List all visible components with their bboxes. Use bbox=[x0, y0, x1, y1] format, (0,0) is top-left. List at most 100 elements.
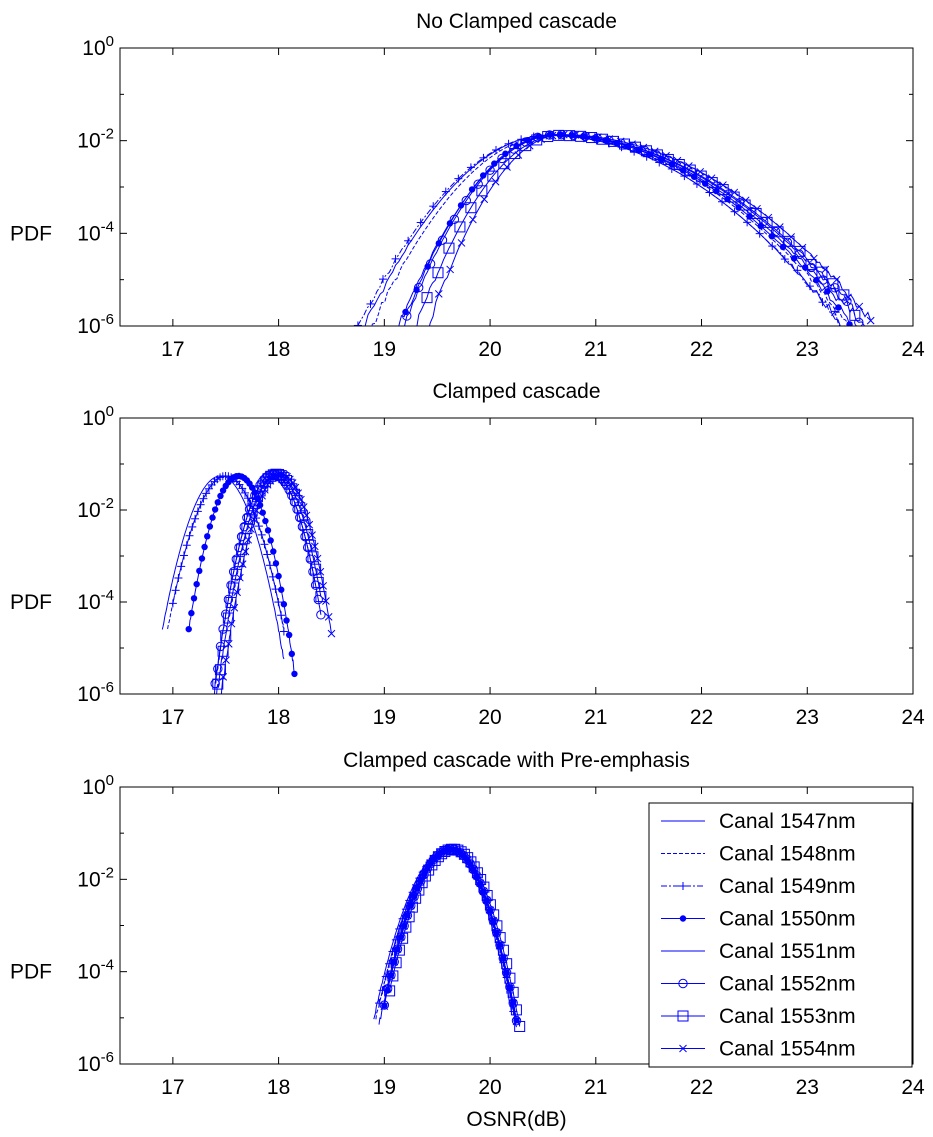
data-point bbox=[498, 158, 510, 170]
x-tick-label: 18 bbox=[267, 1076, 290, 1099]
data-point bbox=[494, 932, 506, 944]
data-point bbox=[223, 594, 234, 605]
data-point bbox=[316, 567, 325, 576]
data-point bbox=[489, 917, 498, 925]
x-tick-label: 20 bbox=[478, 1076, 501, 1099]
data-point bbox=[832, 275, 841, 284]
data-point bbox=[699, 174, 709, 184]
y-tick-label: 10-6 bbox=[77, 1049, 114, 1076]
data-point bbox=[185, 625, 192, 633]
data-point bbox=[383, 984, 392, 993]
data-point bbox=[846, 321, 853, 326]
data-point bbox=[190, 595, 198, 602]
data-point bbox=[761, 216, 773, 228]
data-point bbox=[272, 560, 280, 567]
subplot-title: Clamped cascade bbox=[432, 380, 600, 403]
legend-entry: Canal 1549nm bbox=[661, 875, 856, 898]
data-point bbox=[390, 957, 402, 969]
data-point bbox=[482, 896, 491, 905]
data-point bbox=[608, 135, 620, 147]
legend-entry: Canal 1550nm bbox=[661, 908, 856, 931]
data-point bbox=[434, 290, 443, 298]
data-point bbox=[294, 489, 303, 497]
series-canal-1550nm bbox=[402, 131, 853, 326]
data-point bbox=[496, 941, 504, 949]
series-canal-1554nm bbox=[413, 130, 875, 343]
x-tick-label: 17 bbox=[161, 1076, 184, 1099]
data-point bbox=[571, 131, 580, 139]
data-point bbox=[502, 150, 509, 157]
data-point bbox=[209, 514, 216, 521]
data-point bbox=[316, 610, 326, 620]
data-point bbox=[462, 852, 474, 864]
data-point bbox=[469, 865, 478, 874]
data-point bbox=[810, 254, 818, 263]
data-point bbox=[827, 278, 839, 290]
data-point bbox=[446, 265, 455, 274]
data-point bbox=[261, 485, 269, 494]
data-point bbox=[288, 479, 297, 487]
series-line bbox=[428, 134, 872, 326]
data-point bbox=[468, 861, 480, 873]
series-canal-1553nm bbox=[212, 468, 327, 694]
data-point bbox=[510, 1004, 522, 1016]
data-point bbox=[854, 317, 864, 326]
data-point bbox=[491, 160, 498, 167]
plot-area bbox=[161, 468, 336, 709]
data-point bbox=[514, 1020, 526, 1032]
x-tick-label: 23 bbox=[796, 1076, 819, 1099]
data-point bbox=[548, 131, 557, 140]
data-point bbox=[380, 1002, 389, 1011]
subplot-3: Clamped cascade with Pre-emphasis 17 18 19 2… bbox=[10, 749, 925, 1131]
data-point bbox=[443, 845, 451, 854]
data-point bbox=[662, 153, 674, 165]
legend-marker bbox=[678, 978, 688, 989]
data-point bbox=[821, 265, 830, 274]
data-point bbox=[214, 499, 222, 506]
data-point bbox=[313, 554, 322, 563]
data-point bbox=[476, 879, 485, 888]
data-point bbox=[217, 702, 224, 709]
data-point bbox=[594, 133, 602, 141]
data-point bbox=[221, 609, 231, 619]
x-tick-label: 21 bbox=[584, 706, 607, 729]
subplot-title: Clamped cascade with Pre-emphasis bbox=[343, 749, 690, 772]
data-point bbox=[506, 984, 514, 993]
data-point bbox=[259, 509, 266, 516]
data-point bbox=[230, 568, 242, 580]
data-point bbox=[426, 859, 438, 871]
data-point bbox=[582, 131, 591, 140]
data-point bbox=[211, 506, 219, 513]
data-point bbox=[640, 145, 652, 157]
data-point bbox=[696, 167, 705, 176]
data-point bbox=[327, 629, 336, 638]
data-point bbox=[476, 185, 488, 197]
data-point bbox=[492, 928, 501, 937]
legend-label: Canal 1550nm bbox=[719, 908, 856, 931]
data-point bbox=[270, 548, 277, 555]
data-point bbox=[283, 617, 290, 624]
x-tick-label: 18 bbox=[267, 706, 290, 729]
data-point bbox=[443, 242, 455, 254]
legend-marker bbox=[679, 915, 687, 922]
data-point bbox=[310, 542, 319, 551]
data-point bbox=[291, 670, 298, 678]
x-tick-label: 24 bbox=[901, 338, 925, 361]
data-point bbox=[503, 163, 511, 171]
data-point bbox=[514, 151, 523, 159]
data-point bbox=[249, 515, 258, 524]
data-point bbox=[485, 165, 495, 175]
legend-entry: Canal 1547nm bbox=[661, 810, 856, 833]
data-point bbox=[275, 572, 282, 580]
y-tick-label: 10-6 bbox=[77, 311, 114, 338]
data-point bbox=[288, 650, 296, 658]
data-point bbox=[488, 909, 500, 921]
data-point bbox=[188, 609, 195, 617]
data-point bbox=[472, 872, 481, 880]
data-point bbox=[255, 498, 264, 507]
data-point bbox=[775, 223, 784, 231]
data-point bbox=[319, 582, 327, 590]
data-point bbox=[413, 336, 420, 343]
series-line bbox=[357, 134, 846, 326]
x-tick-label: 23 bbox=[796, 706, 819, 729]
